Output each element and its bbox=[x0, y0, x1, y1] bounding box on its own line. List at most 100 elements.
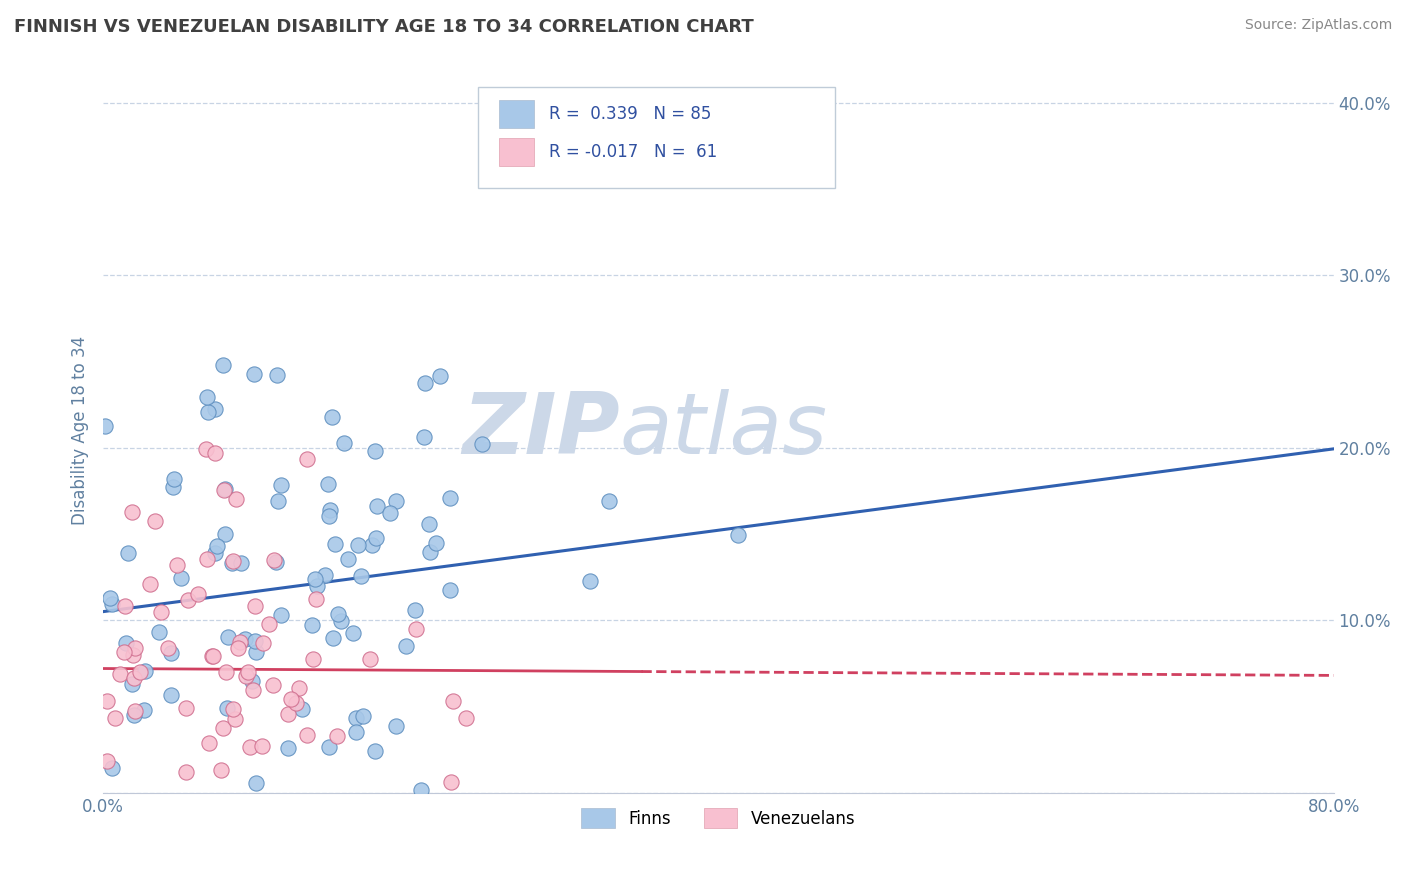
Point bbox=[114, 636, 136, 650]
Point bbox=[139, 576, 162, 591]
Point bbox=[440, 775, 463, 789]
Point bbox=[124, 704, 146, 718]
Point bbox=[148, 624, 170, 639]
Text: Source: ZipAtlas.com: Source: ZipAtlas.com bbox=[1244, 18, 1392, 32]
Text: FINNISH VS VENEZUELAN DISABILITY AGE 18 TO 34 CORRELATION CHART: FINNISH VS VENEZUELAN DISABILITY AGE 18 … bbox=[14, 18, 754, 36]
Point bbox=[114, 599, 136, 613]
Point bbox=[326, 729, 349, 743]
Point bbox=[364, 744, 387, 758]
Point bbox=[598, 494, 620, 508]
Point bbox=[239, 739, 262, 754]
Point bbox=[209, 763, 232, 777]
Point bbox=[143, 514, 166, 528]
Point bbox=[236, 665, 259, 680]
Legend: Finns, Venezuelans: Finns, Venezuelans bbox=[575, 801, 862, 835]
Point bbox=[195, 442, 218, 456]
Point bbox=[235, 669, 257, 683]
Point bbox=[409, 783, 432, 797]
Point bbox=[404, 603, 426, 617]
Point bbox=[226, 640, 249, 655]
Point bbox=[277, 740, 299, 755]
Point bbox=[112, 645, 135, 659]
Point bbox=[364, 444, 387, 458]
Point bbox=[295, 728, 318, 742]
Point bbox=[329, 614, 352, 628]
Point bbox=[326, 607, 349, 621]
Point bbox=[727, 528, 749, 542]
Point bbox=[366, 499, 388, 513]
Point bbox=[288, 681, 311, 695]
Point bbox=[439, 583, 461, 598]
Point bbox=[349, 569, 371, 583]
Text: R = -0.017   N =  61: R = -0.017 N = 61 bbox=[548, 143, 717, 161]
Point bbox=[134, 665, 156, 679]
Point bbox=[413, 376, 436, 390]
Point bbox=[228, 635, 250, 649]
Text: atlas: atlas bbox=[620, 389, 828, 472]
Point bbox=[380, 507, 402, 521]
Point bbox=[267, 493, 290, 508]
Point bbox=[212, 721, 235, 735]
Point bbox=[222, 702, 245, 716]
Point bbox=[221, 556, 243, 570]
Point bbox=[454, 711, 477, 725]
Point bbox=[429, 369, 451, 384]
Point bbox=[204, 546, 226, 560]
Point bbox=[318, 740, 340, 755]
Point bbox=[263, 553, 285, 567]
Point bbox=[359, 651, 381, 665]
Point bbox=[225, 492, 247, 507]
Point bbox=[222, 554, 245, 568]
Point bbox=[240, 673, 263, 688]
Point bbox=[344, 711, 367, 725]
Point bbox=[337, 552, 360, 566]
Point bbox=[198, 736, 221, 750]
Point bbox=[121, 677, 143, 691]
Point bbox=[344, 724, 367, 739]
Point bbox=[259, 617, 281, 632]
Point bbox=[122, 707, 145, 722]
Point bbox=[302, 652, 325, 666]
Point bbox=[352, 708, 374, 723]
Point bbox=[160, 646, 183, 660]
Point bbox=[297, 452, 319, 467]
Point bbox=[346, 538, 368, 552]
Point bbox=[121, 648, 143, 662]
Point bbox=[204, 446, 226, 460]
Point bbox=[217, 700, 239, 714]
Point bbox=[441, 694, 464, 708]
Point bbox=[122, 671, 145, 685]
Point bbox=[439, 491, 461, 505]
Point bbox=[124, 641, 146, 656]
Point bbox=[405, 622, 427, 636]
Point bbox=[162, 480, 184, 494]
Point bbox=[333, 435, 356, 450]
Point bbox=[177, 593, 200, 607]
Point bbox=[134, 703, 156, 717]
Point bbox=[270, 607, 292, 622]
Point bbox=[264, 555, 287, 569]
Point bbox=[395, 640, 418, 654]
Point bbox=[321, 410, 343, 425]
Text: ZIP: ZIP bbox=[463, 389, 620, 472]
Point bbox=[160, 688, 183, 702]
Point bbox=[204, 401, 226, 416]
Point bbox=[277, 706, 299, 721]
Point bbox=[384, 719, 406, 733]
Point bbox=[280, 692, 302, 706]
Point bbox=[96, 694, 118, 708]
Point bbox=[197, 404, 219, 418]
Point bbox=[471, 437, 494, 451]
Point bbox=[245, 645, 267, 659]
Point bbox=[364, 531, 387, 545]
Point bbox=[129, 665, 152, 679]
Point bbox=[325, 537, 347, 551]
Point bbox=[262, 678, 284, 692]
Point bbox=[201, 649, 224, 664]
Point bbox=[235, 632, 257, 647]
Point bbox=[110, 666, 132, 681]
Point bbox=[211, 359, 233, 373]
Point bbox=[215, 665, 238, 680]
Point bbox=[318, 509, 340, 524]
Point bbox=[166, 558, 188, 573]
